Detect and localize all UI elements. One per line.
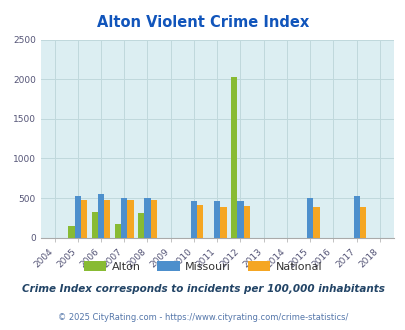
Bar <box>138 213 144 238</box>
Bar <box>237 201 243 238</box>
Bar <box>81 200 87 238</box>
Bar <box>92 212 98 238</box>
Bar <box>220 207 226 238</box>
Text: Crime Index corresponds to incidents per 100,000 inhabitants: Crime Index corresponds to incidents per… <box>21 284 384 294</box>
Bar <box>144 198 150 238</box>
Bar <box>127 200 133 238</box>
Bar <box>213 201 220 238</box>
Bar <box>121 198 127 238</box>
Text: © 2025 CityRating.com - https://www.cityrating.com/crime-statistics/: © 2025 CityRating.com - https://www.city… <box>58 313 347 322</box>
Bar <box>359 207 365 238</box>
Text: Alton Violent Crime Index: Alton Violent Crime Index <box>97 15 308 30</box>
Bar <box>306 198 313 238</box>
Bar <box>243 206 249 238</box>
Bar <box>353 196 359 238</box>
Bar <box>115 224 121 238</box>
Bar <box>150 200 156 238</box>
Bar <box>196 205 203 238</box>
Bar <box>75 196 81 238</box>
Bar <box>104 200 110 238</box>
Bar <box>68 226 75 238</box>
Bar <box>230 77 237 238</box>
Bar <box>313 207 319 238</box>
Bar <box>98 194 104 238</box>
Legend: Alton, Missouri, National: Alton, Missouri, National <box>79 256 326 276</box>
Bar <box>190 201 196 238</box>
